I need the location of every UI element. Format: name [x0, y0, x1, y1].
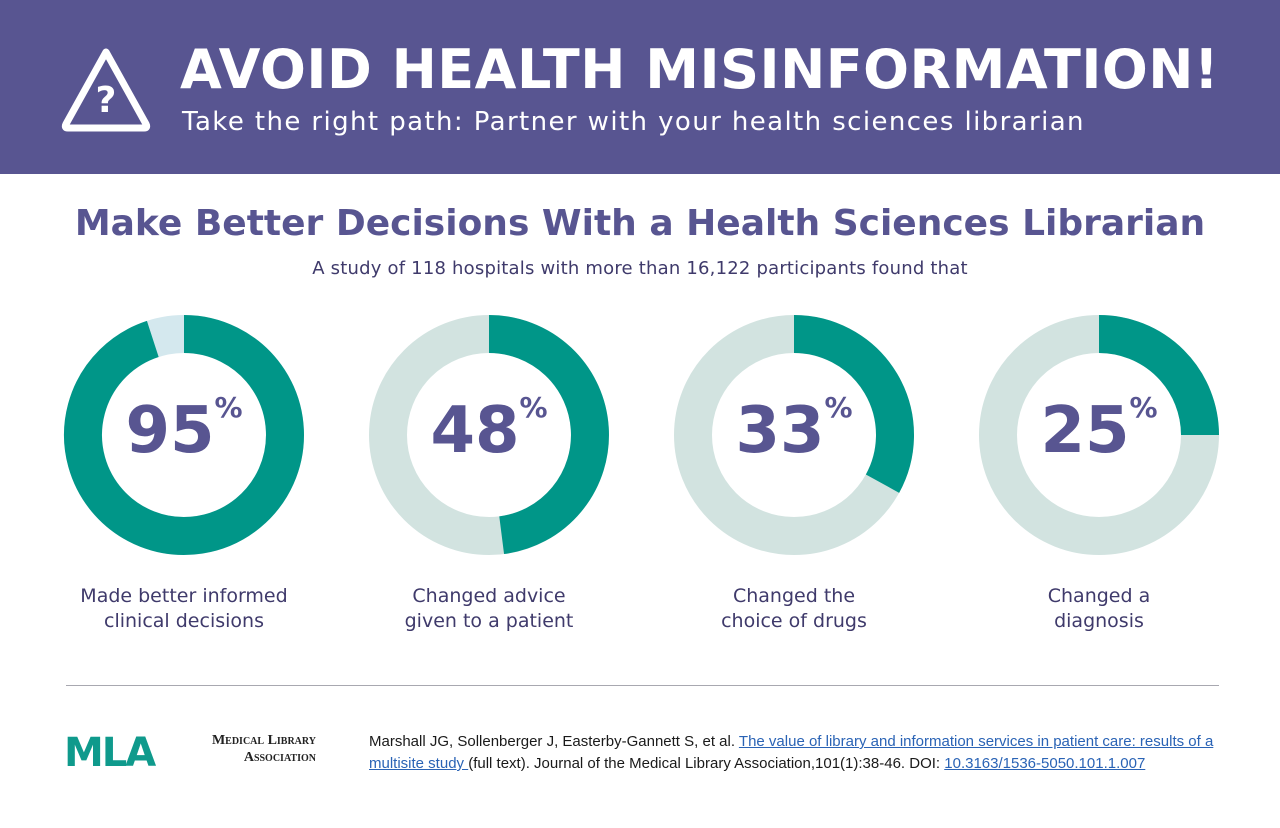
donut-label: 48 %	[364, 310, 614, 560]
donut-label: 95 %	[59, 310, 309, 560]
caption-line: Changed a	[1047, 585, 1151, 607]
donut-charts: 95 % Made better informed clinical decis…	[0, 300, 1280, 660]
donut-caption-3: Changed the choice of drugs	[654, 584, 934, 634]
donut-label: 25 %	[974, 310, 1224, 560]
caption-line: clinical decisions	[104, 610, 264, 632]
mla-logo: MLA Medical Library Association	[64, 732, 316, 772]
svg-text:?: ?	[96, 80, 117, 121]
caption-line: Made better informed	[80, 585, 288, 607]
citation-doi-link[interactable]: 10.3163/1536-5050.101.1.007	[944, 755, 1146, 772]
percent-value: 33	[735, 394, 825, 468]
caption-line: Changed the	[732, 585, 856, 607]
donut-svg	[64, 315, 304, 555]
donut-chart-2: 48 %	[364, 310, 614, 560]
donut-value-arc	[1098, 315, 1219, 436]
warning-question-icon: ?	[61, 48, 151, 132]
caption-line: diagnosis	[1054, 610, 1144, 632]
percent-value: 48	[430, 394, 520, 468]
donut-value-arc	[793, 315, 914, 493]
percent-value: 25	[1040, 394, 1130, 468]
citation-journal: (full text). Journal of the Medical Libr…	[468, 755, 945, 772]
mla-logo-mark: MLA	[64, 734, 158, 768]
donut-svg	[674, 315, 914, 555]
footer-divider	[66, 685, 1219, 686]
donut-caption-1: Made better informed clinical decisions	[44, 584, 324, 634]
donut-chart-3: 33 %	[669, 310, 919, 560]
donut-label: 33 %	[669, 310, 919, 560]
donut-chart-4: 25 %	[974, 310, 1224, 560]
svg-text:MLA: MLA	[64, 734, 156, 768]
section-subtitle: A study of 118 hospitals with more than …	[312, 258, 968, 279]
org-name-line: Medical Library	[211, 733, 316, 748]
citation-title-link[interactable]: The value of library and information ser…	[369, 733, 1214, 772]
percent-sign: %	[519, 391, 548, 424]
caption-line: given to a patient	[404, 610, 574, 632]
percent-value: 95	[125, 394, 215, 468]
caption-line: choice of drugs	[721, 610, 867, 632]
donut-value-arc	[64, 315, 304, 555]
section-title: Make Better Decisions With a Health Scie…	[74, 203, 1206, 244]
donut-chart-1: 95 %	[59, 310, 309, 560]
percent-sign: %	[824, 391, 853, 424]
percent-sign: %	[1129, 391, 1158, 424]
donut-value-arc	[488, 315, 609, 555]
caption-line: Changed advice	[412, 585, 566, 607]
citation-authors: Marshall JG, Sollenberger J, Easterby-Ga…	[369, 733, 739, 750]
donut-caption-2: Changed advice given to a patient	[349, 584, 629, 634]
mla-org-name: Medical Library Association	[176, 732, 316, 766]
percent-sign: %	[214, 391, 243, 424]
citation: Marshall JG, Sollenberger J, Easterby-Ga…	[369, 731, 1229, 775]
header-banner: ? AVOID HEALTH MISINFORMATION! Take the …	[0, 0, 1280, 174]
donut-svg	[369, 315, 609, 555]
banner-subtitle: Take the right path: Partner with your h…	[182, 107, 1085, 137]
org-name-line: Association	[243, 750, 316, 765]
donut-caption-4: Changed a diagnosis	[959, 584, 1239, 634]
donut-svg	[979, 315, 1219, 555]
banner-title: AVOID HEALTH MISINFORMATION!	[180, 38, 1220, 101]
